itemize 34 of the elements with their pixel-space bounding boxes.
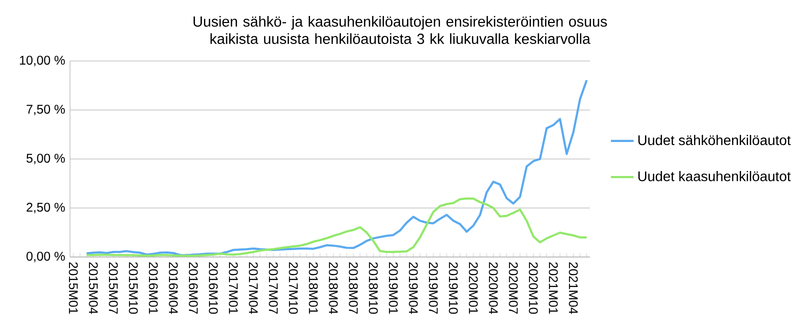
legend-label: Uudet kaasuhenkilöautot bbox=[638, 170, 791, 182]
y-tick-label: 5,00 % bbox=[26, 154, 65, 164]
x-tick-label: 2018M01 bbox=[308, 262, 318, 314]
x-tick-label: 2015M04 bbox=[88, 262, 98, 314]
chart-title: Uusien sähkö- ja kaasuhenkilöautojen ensirekisteröintien osuus kaikista uusista henkilöautoista 3 kk liukuvalla keskiarvolla bbox=[194, 16, 607, 44]
x-tick-label: 2019M01 bbox=[388, 262, 398, 314]
x-tick-label: 2021M01 bbox=[548, 262, 558, 314]
x-tick-label: 2016M10 bbox=[208, 262, 218, 314]
x-tick-label: 2021M04 bbox=[568, 262, 578, 314]
x-tick-label: 2017M01 bbox=[228, 262, 238, 314]
x-tick-label: 2020M01 bbox=[468, 262, 478, 314]
x-tick-label: 2020M07 bbox=[508, 262, 518, 314]
x-tick-label: 2019M04 bbox=[408, 262, 418, 314]
x-tick-label: 2015M01 bbox=[68, 262, 78, 314]
x-tick-label: 2018M04 bbox=[328, 262, 338, 314]
x-tick-label: 2016M01 bbox=[148, 262, 158, 314]
x-tick-label: 2016M04 bbox=[168, 262, 178, 314]
y-tick-label: 7,50 % bbox=[26, 104, 65, 116]
x-tick-label: 2015M07 bbox=[108, 262, 118, 314]
x-tick-label: 2020M10 bbox=[528, 262, 538, 314]
x-tick-label: 2015M10 bbox=[128, 262, 138, 314]
x-tick-label: 2017M04 bbox=[248, 262, 258, 314]
x-tick-label: 2018M10 bbox=[368, 262, 378, 314]
x-tick-label: 2020M04 bbox=[488, 262, 498, 314]
x-tick-label: 2019M10 bbox=[448, 262, 458, 314]
x-tick-label: 2018M07 bbox=[348, 262, 358, 314]
x-tick-label: 2017M10 bbox=[288, 262, 298, 314]
x-tick-label: 2019M07 bbox=[428, 262, 438, 314]
y-tick-label: 2,50 % bbox=[26, 202, 65, 214]
y-tick-label: 0,00 % bbox=[26, 252, 65, 262]
legend-label: Uudet sähköhenkilöautot bbox=[638, 134, 791, 146]
x-tick-label: 2016M07 bbox=[188, 262, 198, 314]
y-tick-label: 10,00 % bbox=[20, 56, 65, 66]
x-tick-label: 2017M07 bbox=[268, 262, 278, 314]
